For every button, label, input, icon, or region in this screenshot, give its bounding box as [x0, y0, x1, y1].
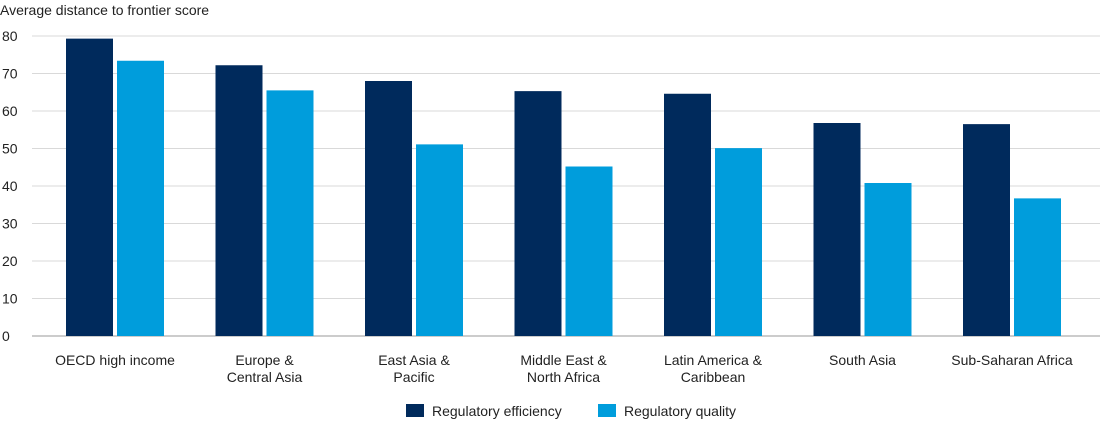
y-tick-label: 30	[2, 216, 18, 232]
bar-regulatory-efficiency	[514, 91, 562, 336]
x-category-label: Sub-Saharan Africa	[951, 352, 1073, 368]
y-tick-label: 50	[2, 141, 18, 157]
x-axis-labels: OECD high income Europe & Central Asia East…	[55, 352, 1073, 385]
y-tick-label: 0	[2, 328, 10, 344]
x-category-label: OECD high income	[55, 352, 175, 368]
x-category-label: Europe & Central Asia	[227, 352, 303, 385]
y-tick-label: 40	[2, 178, 18, 194]
bar-regulatory-efficiency	[664, 93, 711, 336]
bar-regulatory-quality	[864, 183, 912, 336]
bar-regulatory-quality	[416, 144, 463, 336]
bar-regulatory-efficiency	[963, 124, 1010, 336]
bar-regulatory-quality	[565, 166, 613, 336]
legend-label: Regulatory quality	[624, 403, 736, 419]
legend: Regulatory efficiency Regulatory quality	[406, 403, 736, 419]
y-tick-label: 80	[2, 28, 18, 44]
legend-label: Regulatory efficiency	[432, 403, 562, 419]
bar-regulatory-efficiency	[66, 38, 113, 336]
legend-swatch	[406, 404, 424, 417]
legend-swatch	[598, 404, 616, 417]
bar-regulatory-efficiency	[365, 81, 412, 336]
x-category-label: Latin America & Caribbean	[664, 352, 763, 385]
y-axis-ticks: 0 10 20 30 40 50 60 70 80	[2, 28, 18, 344]
bar-regulatory-efficiency	[813, 123, 861, 336]
y-tick-label: 70	[2, 66, 18, 82]
y-tick-label: 60	[2, 103, 18, 119]
bar-regulatory-quality	[117, 60, 164, 336]
x-category-label: East Asia & Pacific	[378, 352, 450, 385]
x-category-label: Middle East & North Africa	[520, 352, 607, 385]
bar-regulatory-quality	[266, 90, 314, 336]
y-axis-title: Average distance to frontier score	[0, 2, 209, 18]
y-tick-label: 20	[2, 253, 18, 269]
bars	[66, 38, 1061, 336]
y-tick-label: 10	[2, 291, 18, 307]
x-category-label: South Asia	[829, 352, 896, 368]
bar-regulatory-quality	[715, 148, 762, 336]
bar-regulatory-quality	[1014, 198, 1061, 336]
bar-regulatory-efficiency	[215, 65, 263, 336]
